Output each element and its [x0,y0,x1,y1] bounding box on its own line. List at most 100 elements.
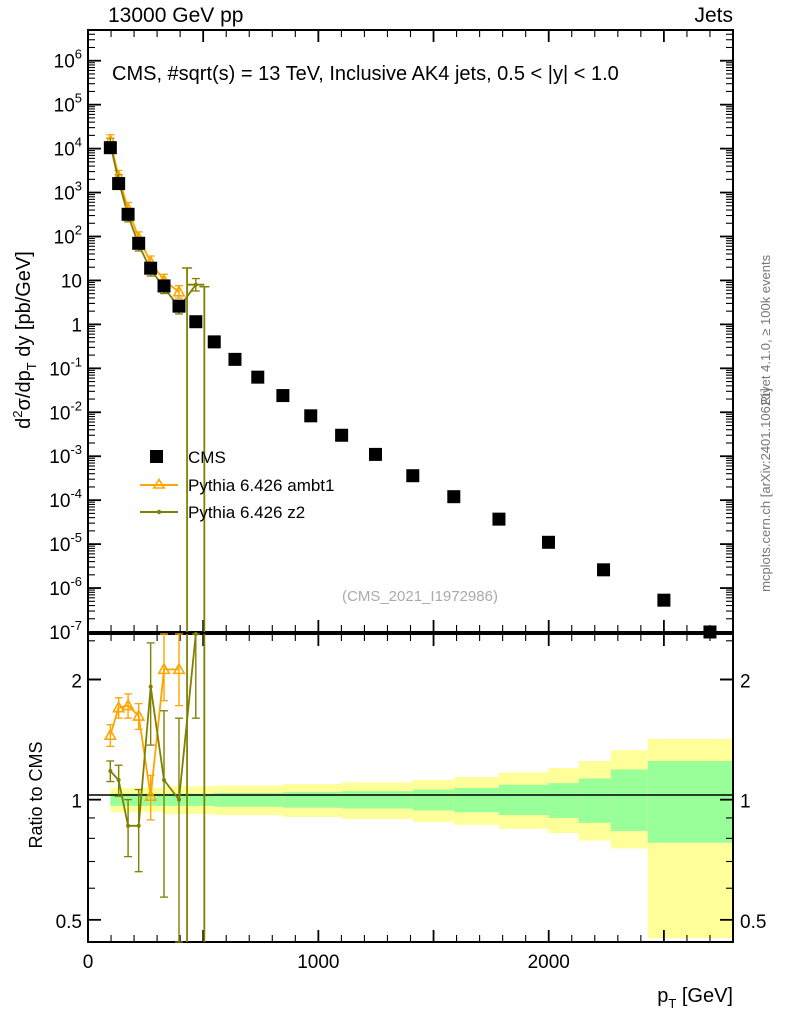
ratio-y-axis-label: Ratio to CMS [26,741,46,848]
main-y-tick-label: 10-4 [49,486,82,512]
main-marker-cms-square [144,261,158,275]
ratio-marker-triangle [157,662,171,675]
legend-marker-cms-square-icon [150,450,163,463]
main-y-tick-label: 106 [54,47,82,73]
x-tick-label: 1000 [297,952,339,973]
main-marker-cms-square [368,447,382,461]
main-plot-panel: 10610510410310210110-110-210-310-410-510… [10,29,734,644]
legend: CMS Pythia 6.426 ambt1 Pythia 6.426 z2 [140,448,334,522]
main-y-tick-label: 10 [61,271,82,292]
main-marker-cms-square [132,236,146,250]
main-y-tick-label: 10-5 [49,530,82,556]
main-marker-cms-square [541,535,555,549]
ratio-marker-dot [148,684,153,689]
main-y-tick-label: 104 [54,135,82,161]
main-marker-cms-square [447,490,461,504]
main-marker-cms-square [597,563,611,577]
x-axis-label: pT [GeV] [657,985,733,1011]
ratio-y-tick-label: 0.5 [56,912,82,933]
ratio-band-inner [412,789,454,811]
svg-text:Ratio to CMS: Ratio to CMS [26,741,46,848]
ratio-band-inner [453,787,499,813]
main-marker-dot [193,282,198,287]
plot-title: CMS, #sqrt(s) = 13 TeV, Inclusive AK4 je… [112,63,619,85]
main-marker-cms-square [207,335,221,349]
main-y-tick-label: 105 [54,91,82,117]
legend-label-ambt1: Pythia 6.426 ambt1 [188,476,334,495]
sidebar-generator-info: Rivet 4.1.0, ≥ 100k events [758,254,773,405]
legend-marker-ambt1-triangle-icon [152,477,166,489]
ylabel-dp: /dp [13,370,35,398]
legend-label-cms: CMS [188,448,226,467]
header-beam-label: 13000 GeV pp [108,4,243,27]
main-axis-ticks [87,29,734,633]
ratio-marker-dot [176,797,181,802]
ratio-band-inner [548,783,579,818]
ratio-series-line [109,633,197,827]
main-y-tick-label: 10-6 [49,574,82,600]
main-marker-cms-square [304,409,318,423]
ratio-marker-dot [136,823,141,828]
main-marker-cms-square [112,177,126,191]
main-marker-cms-square [335,428,349,442]
main-marker-cms-square [189,315,203,329]
main-y-tick-labels: 10610510410310210110-110-210-310-410-510… [49,47,82,644]
ratio-plot-panel: 2 2 1 1 0.5 0.5 Ratio to CMS [26,632,767,943]
xlabel-subT: T [668,996,676,1011]
ylabel-dy: dy [pb/GeV] [13,251,35,362]
svg-text:d2σ/dpT dy [pb/GeV]: d2σ/dpT dy [pb/GeV] [10,251,39,429]
ratio-marker-triangle [144,789,158,802]
xlabel-unit: [GeV] [676,985,733,1007]
ratio-data-series [103,632,206,943]
ratio-y-tick-label: 1 [71,792,82,813]
main-y-tick-label: 1 [71,315,82,336]
main-marker-cms-square [121,207,135,221]
ratio-band-inner [214,792,283,807]
analysis-watermark: (CMS_2021_I1972986) [342,588,498,605]
main-marker-cms-square [657,593,671,607]
ratio-y-tick-label-right: 2 [740,671,751,692]
main-marker-cms-square [103,141,117,155]
ylabel-subT: T [24,362,39,370]
main-y-tick-label: 102 [54,222,82,248]
main-marker-cms-square [276,389,290,403]
ratio-marker-triangle [132,708,146,721]
ylabel-d: d [13,418,35,429]
svg-text:mcplots.cern.ch [arXiv:2401.10: mcplots.cern.ch [arXiv:2401.10621] [758,388,773,592]
ylabel-sigma: σ [13,397,35,410]
ratio-marker-triangle [172,662,186,675]
ratio-axis-ticks [87,634,734,942]
main-marker-cms-square [492,512,506,526]
sidebar-source-info: mcplots.cern.ch [arXiv:2401.10621] [758,388,773,592]
ratio-marker-dot [193,632,198,636]
main-data-series [103,133,717,639]
ratio-marker-dot [108,768,113,773]
ratio-band-inner [610,769,648,831]
x-tick-label: 0 [83,952,94,973]
ratio-marker-triangle [121,698,135,711]
main-y-tick-label: 103 [54,179,82,205]
ratio-marker-triangle [112,700,126,713]
x-tick-labels: 0 1000 2000 [83,952,570,973]
ratio-y-tick-label-right: 0.5 [740,912,766,933]
ratio-y-tick-label-right: 1 [740,792,751,813]
x-tick-label: 2000 [528,952,570,973]
ratio-marker-dot [162,778,167,783]
ratio-band-inner [647,760,733,843]
main-marker-cms-square [172,299,186,313]
main-marker-cms-square [406,469,420,483]
xlabel-p: p [657,985,668,1007]
x-axis: 0 1000 2000 pT [GeV] [83,952,733,1011]
legend-label-z2: Pythia 6.426 z2 [188,503,305,522]
ratio-uncertainty-bands [110,738,733,939]
ratio-marker-triangle [103,728,117,741]
ratio-y-tick-label: 2 [71,671,82,692]
ratio-y-tick-labels: 2 2 1 1 0.5 0.5 [56,671,767,932]
main-y-tick-label: 10-2 [49,398,82,424]
main-y-tick-label: 10-7 [49,618,82,644]
main-marker-cms-square [703,625,717,639]
svg-text:Rivet 4.1.0, ≥ 100k events: Rivet 4.1.0, ≥ 100k events [758,254,773,405]
main-marker-cms-square [157,279,171,293]
